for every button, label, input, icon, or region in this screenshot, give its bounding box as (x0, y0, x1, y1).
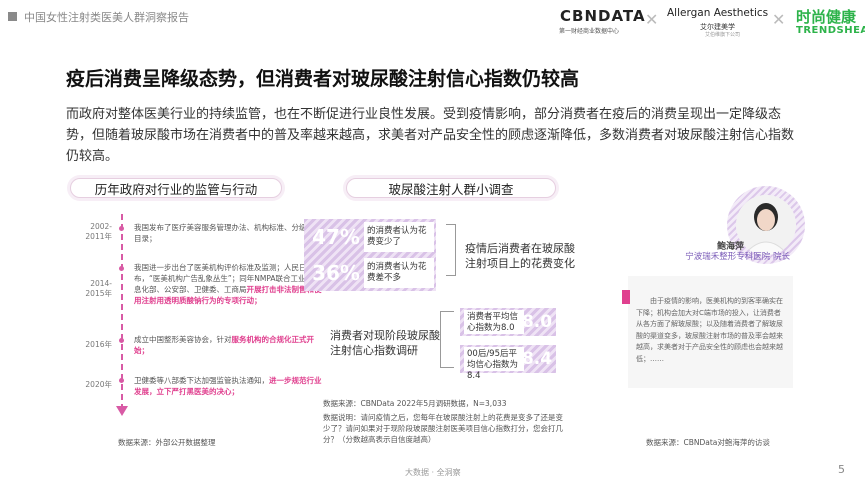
quote-mark-icon (622, 290, 630, 304)
bracket (440, 311, 454, 368)
expert-source: 数据来源：CBNData对鲍海萍的访谈 (646, 438, 770, 447)
score-label: 00后/95后平均信心指数为8.4 (464, 347, 524, 381)
timeline-dot-icon (119, 378, 124, 383)
stat-percent: 47% (312, 225, 360, 249)
page-title: 疫后消费呈降级态势，但消费者对玻尿酸注射信心指数仍较高 (66, 68, 580, 90)
timeline-item: 卫健委等八部委下达加强监管执法通知，进一步规范行业发展，立下严打黑医美的决心； (134, 375, 324, 397)
intro-paragraph: 而政府对整体医美行业的持续监管，也在不断促进行业良性发展。受到疫情影响，部分消费… (66, 107, 795, 164)
timeline-item-text: 我国发布了医疗美容服务管理办法、机构标准、分级管理目录； (134, 223, 322, 243)
trendshealth-logo-cn: 时尚健康 (796, 8, 857, 26)
survey-method-note: 数据说明：请问疫情之后，您每年在玻尿酸注射上的花费是变多了还是变少了？请问如果对… (323, 413, 563, 444)
trendshealth-logo-en: TRENDSHEALTH (796, 25, 865, 36)
stat-label: 的消费者认为花费变少了 (364, 222, 434, 252)
footer-slogan: 大数据 · 全洞察 (405, 468, 461, 477)
header-square-icon (8, 12, 17, 21)
logo-separator-x-icon: ✕ (645, 10, 659, 29)
avatar (736, 195, 796, 255)
timeline-item: 我国进一步出台了医美机构评价标准及监测；人民日报发布，“医美机构广告乱象丛生”；… (134, 262, 324, 306)
timeline-year: 2016年 (85, 340, 112, 349)
timeline-item-text: 成立中国整形美容协会，针对 (134, 335, 232, 344)
timeline-source: 数据来源：外部公开数据整理 (118, 438, 216, 447)
stats-note: 疫情后消费者在玻尿酸注射项目上的花费变化 (465, 242, 575, 270)
bracket (446, 224, 456, 276)
quote-box (628, 276, 793, 388)
timeline-item: 我国发布了医疗美容服务管理办法、机构标准、分级管理目录； (134, 222, 324, 244)
scores-note: 消费者对现阶段玻尿酸注射信心指数调研 (330, 329, 440, 357)
timeline-year: 2020年 (85, 380, 112, 389)
score-value: 8.4 (521, 349, 553, 369)
timeline-arrow-icon (116, 406, 128, 416)
timeline-item-highlight: 服务机构的合规化正式开始； (134, 335, 314, 355)
allergan-logo: Allergan Aesthetics (667, 7, 769, 19)
allergan-logo-sub: 艾伯维旗下公司 (705, 32, 741, 38)
timeline-dot-icon (119, 266, 124, 271)
page-number: 5 (838, 463, 845, 476)
report-title: 中国女性注射类医美人群洞察报告 (24, 11, 189, 24)
score-value: 8.0 (521, 312, 553, 332)
expert-title: 宁波瑞禾整形专科医院 院长 (685, 252, 790, 262)
timeline-year: 2002- 2011年 (85, 222, 112, 241)
score-label: 消费者平均信心指数为8.0 (464, 310, 524, 334)
logo-separator-x-icon: ✕ (772, 10, 786, 29)
timeline-dot-icon (119, 338, 124, 343)
timeline-dot-icon (119, 226, 124, 231)
stat-percent: 36% (312, 261, 360, 285)
expert-quote: 由于疫情的影响，医美机构的到客率确实在下降；机构会加大对C端市场的投入，让消费者… (636, 297, 783, 363)
survey-heading: 玻尿酸注射人群小调查 (346, 178, 556, 198)
expert-name: 鲍海萍 (717, 242, 745, 252)
cbndata-logo-sub: 第一财经商业数据中心 (559, 28, 620, 35)
timeline-item-highlight: 进一步规范行业发展，立下严打黑医美的决心； (134, 376, 322, 396)
cbndata-logo: CBNDATA (560, 7, 646, 25)
survey-source: 数据来源：CBNData 2022年5月调研数据，N=3,033 (323, 399, 507, 408)
allergan-logo-cn: 艾尔建美学 (700, 23, 735, 31)
timeline-item-text: 卫健委等八部委下达加强监管执法通知， (134, 376, 269, 385)
timeline-axis (121, 214, 123, 410)
timeline-heading: 历年政府对行业的监管与行动 (70, 178, 282, 198)
timeline-item-highlight: 开展打击非法制售和使用注射用透明质酸钠行为的专项行动； (134, 285, 322, 305)
person-icon (736, 195, 796, 255)
timeline-item-text: 我国进一步出台了医美机构评价标准及监测；人民日报发布，“医美机构广告乱象丛生”；… (134, 263, 322, 294)
stat-label: 的消费者认为花费差不多 (364, 258, 434, 288)
timeline-item: 成立中国整形美容协会，针对服务机构的合规化正式开始； (134, 334, 324, 356)
timeline-year: 2014- 2015年 (85, 279, 112, 298)
